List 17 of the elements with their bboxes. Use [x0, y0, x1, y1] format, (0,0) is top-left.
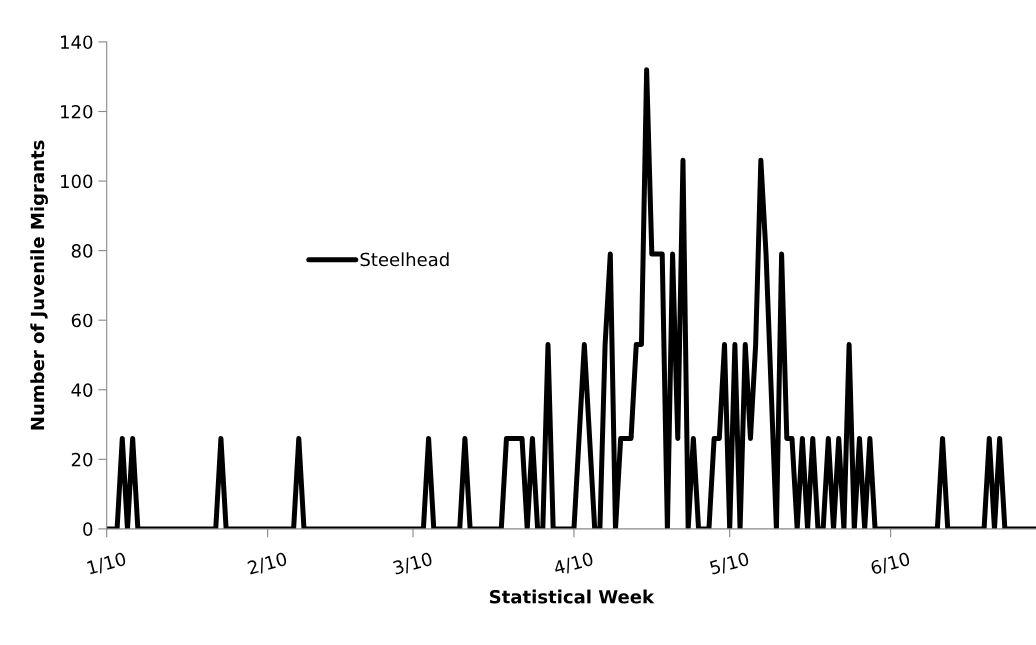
y-tick-label: 60 [71, 313, 93, 328]
x-tick-label: 1/10 [86, 551, 127, 576]
x-tick-label: 2/10 [247, 551, 288, 577]
x-tick-label: 6/10 [870, 551, 911, 577]
y-tick-label: 80 [71, 244, 93, 258]
y-tick-label: 120 [61, 104, 93, 119]
y-tick-label: 140 [61, 35, 93, 50]
x-tick-label: 4/10 [553, 551, 595, 577]
y-tick-label: 20 [71, 452, 93, 467]
x-tick-label: 5/10 [709, 551, 750, 577]
y-tick-label: 0 [83, 522, 93, 537]
x-axis-title: Statistical Week [489, 589, 655, 604]
y-tick-label: 100 [61, 174, 93, 189]
y-axis-title: Number of Juvenile Migrants [30, 140, 48, 430]
legend-label: Steelhead [360, 252, 449, 267]
x-tick-label: 3/10 [392, 551, 434, 577]
y-tick-label: 40 [71, 383, 93, 397]
